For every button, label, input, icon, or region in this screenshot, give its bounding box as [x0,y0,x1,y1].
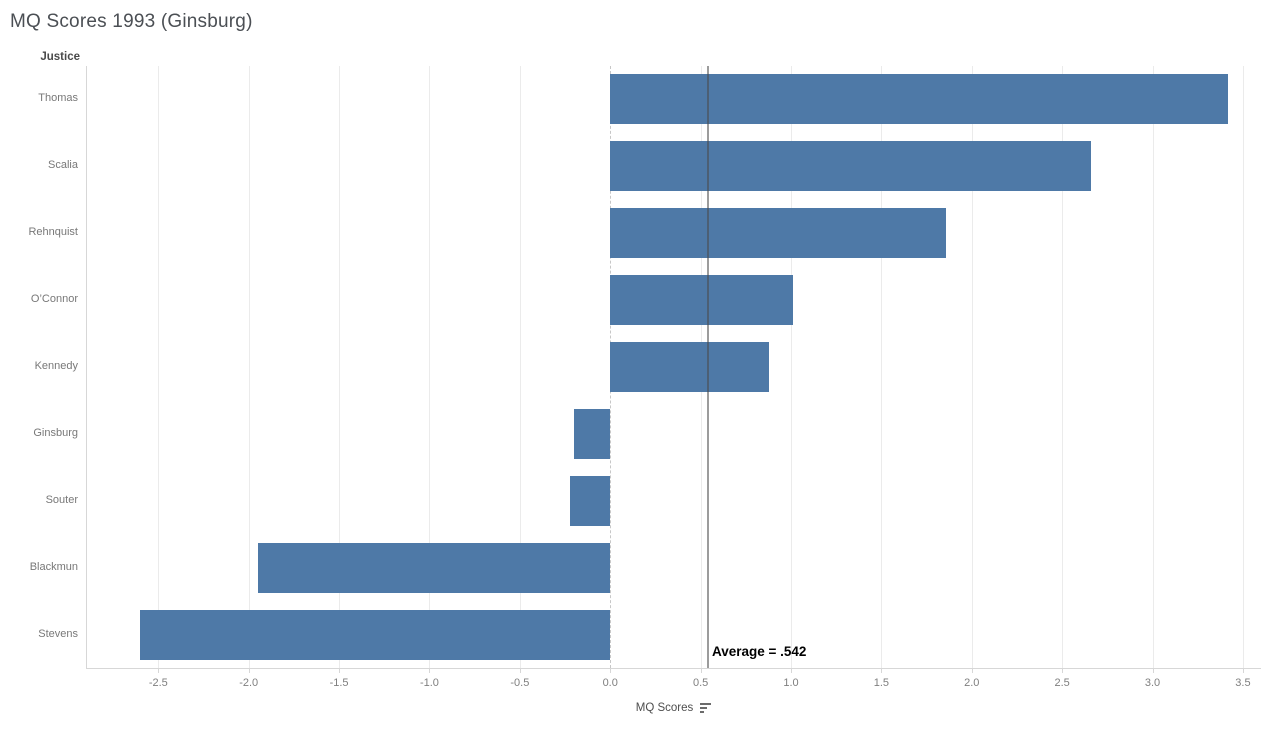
x-tick-label: -2.5 [148,677,168,689]
bar-souter[interactable] [570,475,611,526]
row-label-thomas: Thomas [38,92,78,105]
row-label-ginsburg: Ginsburg [33,426,78,439]
chart-title: MQ Scores 1993 (Ginsburg) [10,11,253,32]
x-tick-label: -2.0 [239,677,259,689]
gridline [791,66,792,668]
gridline [429,66,431,668]
axis-tick [519,669,521,673]
row-label-rehnquist: Rehnquist [28,226,78,239]
row-label-blackmun: Blackmun [29,560,78,573]
average-reference-label: Average = .542 [712,644,807,659]
x-tick-label: 1.5 [873,677,890,689]
gridline [1062,66,1064,668]
axis-tick [429,669,431,673]
x-tick-label: -1.0 [419,677,439,689]
bar-blackmun[interactable] [257,542,611,593]
x-tick-label: 1.0 [783,677,799,689]
axis-tick [791,669,792,673]
bar-kennedy[interactable] [610,342,770,392]
axis-tick [1152,669,1154,673]
x-axis-line [86,668,1261,669]
axis-tick [971,669,973,673]
gridline [971,66,973,668]
bar-stevens[interactable] [140,609,611,660]
row-label-stevens: Stevens [38,627,78,640]
axis-tick [1062,669,1064,673]
axis-tick [700,669,702,673]
bar-thomas[interactable] [610,74,1229,125]
gridline [1152,66,1154,668]
gridline [1242,66,1244,668]
x-tick-label: 0.0 [602,677,618,689]
x-tick-label: -1.5 [329,677,349,689]
axis-tick [339,669,341,673]
bar-ginsburg[interactable] [574,408,611,459]
row-label-souter: Souter [45,493,78,506]
x-axis-title-label: MQ Scores [635,702,694,714]
axis-tick [248,669,250,673]
bar-rehnquist[interactable] [610,208,947,259]
axis-tick [881,669,883,673]
gridline [881,66,883,668]
x-tick-label: 2.0 [964,677,980,689]
x-tick-label: 3.0 [1144,677,1161,689]
row-label-kennedy: Kennedy [34,360,78,372]
axis-tick [158,669,160,673]
gridline [519,66,521,668]
gridline [158,66,160,668]
gridline [339,66,341,668]
x-axis-title: MQ Scores [86,702,1261,714]
x-tick-label: 0.5 [692,677,709,689]
x-tick-label: -0.5 [510,677,530,689]
plot-left-border [86,66,87,668]
sort-descending-icon[interactable] [700,703,712,713]
bar-oconnor[interactable] [610,275,793,326]
x-tick-label: 2.5 [1054,677,1070,689]
axis-tick [610,669,612,673]
average-reference-line [707,66,710,668]
row-field-header: Justice [40,51,80,63]
axis-tick [1242,669,1244,673]
x-tick-label: 3.5 [1235,677,1251,689]
bar-scalia[interactable] [610,141,1092,192]
row-label-oconnor: O’Connor [30,293,78,306]
gridline [248,66,250,668]
row-label-scalia: Scalia [48,159,78,172]
